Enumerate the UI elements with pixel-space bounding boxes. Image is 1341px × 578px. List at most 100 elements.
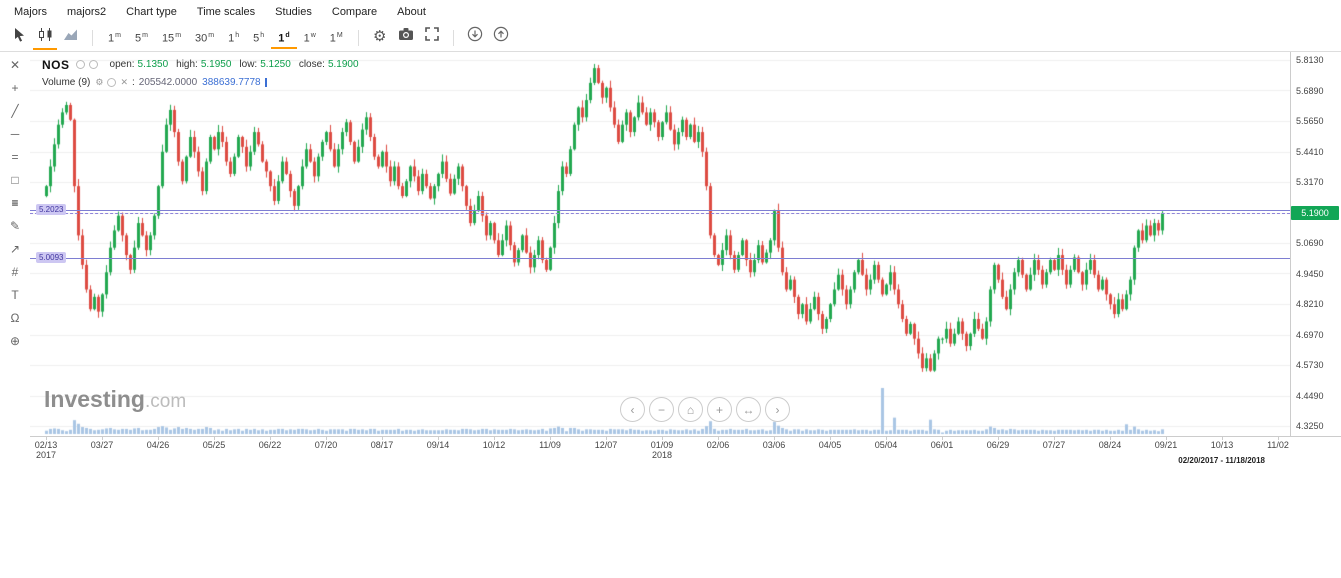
toolbar-separator <box>452 29 454 46</box>
text-tool[interactable]: T <box>11 288 19 302</box>
time-tickmark <box>494 437 495 440</box>
time-tickmark <box>438 437 439 440</box>
time-tickmark <box>1166 437 1167 440</box>
zoom-out-button[interactable]: − <box>649 397 674 422</box>
interval-5h[interactable]: 5h <box>253 32 265 45</box>
time-tick-label: 05/25 <box>202 440 226 450</box>
fibonacci-tool[interactable]: # <box>11 265 19 279</box>
price-tick-label: 4.3250 <box>1296 421 1324 431</box>
visibility-icon[interactable] <box>75 60 85 69</box>
area-chart-icon <box>63 27 79 46</box>
menu-majors[interactable]: Majors <box>14 6 48 18</box>
study-name: Volume (9) <box>42 77 91 88</box>
upload-circle-icon <box>493 26 509 47</box>
interval-1h[interactable]: 1h <box>228 32 240 45</box>
time-tick-label: 04/05 <box>818 440 842 450</box>
time-tick-label: 03/06 <box>762 440 786 450</box>
candlestick-type-button[interactable] <box>33 26 57 50</box>
open-label: open: <box>109 59 135 70</box>
channel-tool[interactable]: = <box>11 150 19 164</box>
lines-menu-tool[interactable]: ≡ <box>11 196 19 210</box>
upload-chart-button[interactable] <box>489 26 513 50</box>
price-tick-label: 4.9450 <box>1296 268 1324 279</box>
price-tick-label: 5.3170 <box>1296 177 1324 187</box>
time-tickmark <box>326 437 327 440</box>
study-visibility-icon[interactable] <box>107 78 117 87</box>
cursor-tool-button[interactable] <box>7 26 31 50</box>
menu-about[interactable]: About <box>397 6 426 18</box>
price-axis[interactable]: 5.8130 5.6890 5.5650 5.4410 5.3170 5.0690 4.94… <box>1290 52 1341 436</box>
price-tick-label: 5.6890 <box>1296 85 1324 96</box>
high-label: high: <box>176 59 198 70</box>
menu-studies[interactable]: Studies <box>275 6 312 18</box>
horizontal-price-line-2[interactable] <box>30 257 1290 259</box>
download-chart-button[interactable] <box>463 26 487 50</box>
trendline-tool[interactable]: ╱ <box>11 104 19 118</box>
drawing-toolbar: ✕ + ╱ ─ = □ ≡ ✎ ↗ # T Ω ⊕ <box>0 54 30 353</box>
arrow-tool[interactable]: ↗ <box>9 242 21 256</box>
watermark-light: .com <box>144 391 187 412</box>
horizontal-line-label-1: 5.2023 <box>36 204 67 216</box>
close-value: 5.1900 <box>327 59 359 70</box>
cursor-icon <box>13 27 26 47</box>
interval-1w[interactable]: 1w <box>303 32 316 45</box>
scroll-left-button[interactable]: ‹ <box>620 397 645 422</box>
interval-1d[interactable]: 1d <box>271 26 297 49</box>
time-tick-label: 10/13 <box>1210 440 1234 450</box>
zoom-tool[interactable]: ⊕ <box>9 334 21 348</box>
time-tickmark <box>1222 437 1223 440</box>
time-tickmark <box>214 437 215 440</box>
interval-group: 1m 5m 15m 30m 1h 5h 1d 1w 1M <box>101 26 350 49</box>
time-tick-label: 01/09 2018 <box>650 440 674 460</box>
chart-legend: NOS open: 5.1350 high: 5.1950 low: 5.125… <box>42 57 359 93</box>
magnet-tool[interactable]: Ω <box>10 311 20 325</box>
price-tick-label: 5.0690 <box>1296 238 1324 248</box>
time-tick-label: 11/09 <box>539 440 561 450</box>
interval-1m[interactable]: 1m <box>108 32 121 45</box>
horizontal-price-line-1[interactable] <box>30 210 1290 212</box>
menu-compare[interactable]: Compare <box>331 6 378 18</box>
series-settings-icon[interactable] <box>88 60 98 69</box>
menubar: Majors majors2 Chart type Time scales Studie… <box>0 0 1341 24</box>
settings-button[interactable]: ⚙ <box>368 26 392 50</box>
time-tickmark <box>158 437 159 440</box>
time-tickmark <box>1278 437 1279 440</box>
study-close-icon[interactable]: ✕ <box>120 77 128 87</box>
price-chart-canvas[interactable] <box>30 52 1290 436</box>
fullscreen-button[interactable] <box>420 26 444 50</box>
rectangle-tool[interactable]: □ <box>11 173 19 187</box>
interval-5m[interactable]: 5m <box>134 32 148 45</box>
interval-15m[interactable]: 15m <box>161 32 182 45</box>
time-tickmark <box>270 437 271 440</box>
menu-time-scales[interactable]: Time scales <box>196 6 256 18</box>
time-tick-label: 06/29 <box>986 440 1010 450</box>
time-tickmark <box>1110 437 1111 440</box>
area-type-button[interactable] <box>59 26 83 50</box>
time-tickmark <box>942 437 943 440</box>
reset-view-button[interactable]: ⌂ <box>678 397 703 422</box>
open-value: 5.1350 <box>137 59 169 70</box>
menu-majors2[interactable]: majors2 <box>67 6 107 18</box>
screenshot-button[interactable] <box>394 26 418 50</box>
price-tick-label: 4.5730 <box>1296 360 1324 370</box>
menu-chart-type[interactable]: Chart type <box>126 6 177 18</box>
pencil-tool[interactable]: ✎ <box>9 219 21 233</box>
symbol-name: NOS <box>42 57 70 72</box>
crosshair-tool[interactable]: + <box>11 81 19 95</box>
time-tick-label: 10/12 <box>482 440 506 450</box>
horizontal-line-tool[interactable]: ─ <box>10 127 20 141</box>
pan-button[interactable]: ↔ <box>736 397 761 422</box>
zoom-in-button[interactable]: + <box>707 397 732 422</box>
study-settings-icon[interactable]: ⚙ <box>95 77 104 87</box>
scroll-right-button[interactable]: › <box>765 397 790 422</box>
interval-1M[interactable]: 1M <box>329 32 343 45</box>
high-value: 5.1950 <box>200 59 232 70</box>
last-price-line <box>30 213 1290 215</box>
gear-icon: ⚙ <box>373 28 387 45</box>
low-value: 5.1250 <box>260 59 291 70</box>
close-icon[interactable]: ✕ <box>9 58 21 72</box>
interval-30m[interactable]: 30m <box>195 32 215 45</box>
time-axis[interactable]: 02/13 2017 03/27 04/26 05/25 06/22 07/20 08/17 0… <box>30 436 1341 462</box>
last-price-badge: 5.1900 <box>1291 206 1339 221</box>
time-tick-label: 09/21 <box>1154 440 1178 450</box>
